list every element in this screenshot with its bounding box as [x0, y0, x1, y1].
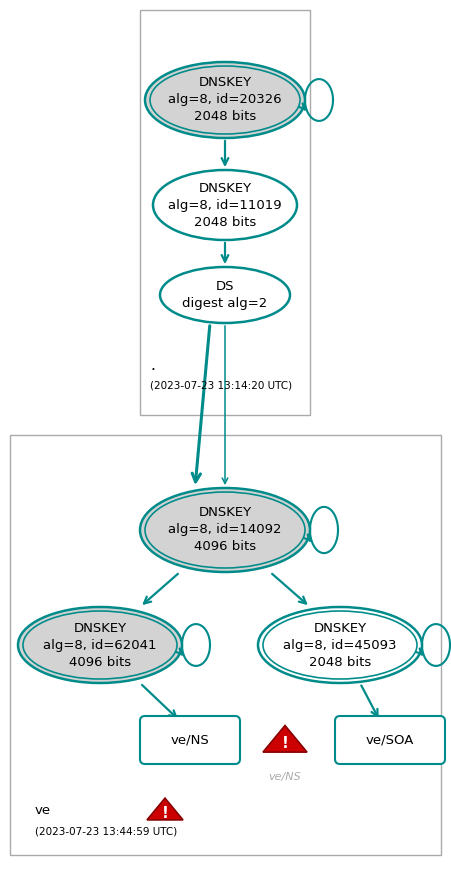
Text: !: !	[161, 806, 168, 821]
Text: DNSKEY
alg=8, id=20326
2048 bits: DNSKEY alg=8, id=20326 2048 bits	[168, 76, 282, 123]
Text: ve/SOA: ve/SOA	[366, 733, 414, 746]
Text: .: .	[150, 357, 155, 373]
Ellipse shape	[153, 170, 297, 240]
Text: ve/NS: ve/NS	[269, 772, 301, 782]
FancyBboxPatch shape	[10, 435, 441, 855]
Text: ve: ve	[35, 804, 51, 817]
Text: DNSKEY
alg=8, id=45093
2048 bits: DNSKEY alg=8, id=45093 2048 bits	[283, 621, 397, 668]
Polygon shape	[147, 798, 183, 819]
Text: DNSKEY
alg=8, id=11019
2048 bits: DNSKEY alg=8, id=11019 2048 bits	[168, 182, 282, 229]
Ellipse shape	[18, 607, 182, 683]
Text: !: !	[281, 737, 289, 752]
Text: DNSKEY
alg=8, id=62041
4096 bits: DNSKEY alg=8, id=62041 4096 bits	[43, 621, 157, 668]
Text: (2023-07-23 13:14:20 UTC): (2023-07-23 13:14:20 UTC)	[150, 380, 292, 390]
FancyBboxPatch shape	[335, 716, 445, 764]
Ellipse shape	[140, 488, 310, 572]
Text: ve/NS: ve/NS	[170, 733, 209, 746]
Text: DS
digest alg=2: DS digest alg=2	[182, 280, 267, 310]
FancyBboxPatch shape	[140, 10, 310, 415]
Polygon shape	[263, 726, 307, 752]
Ellipse shape	[258, 607, 422, 683]
Ellipse shape	[145, 62, 305, 138]
Ellipse shape	[160, 267, 290, 323]
Text: (2023-07-23 13:44:59 UTC): (2023-07-23 13:44:59 UTC)	[35, 827, 177, 837]
Text: DNSKEY
alg=8, id=14092
4096 bits: DNSKEY alg=8, id=14092 4096 bits	[168, 507, 282, 554]
FancyBboxPatch shape	[140, 716, 240, 764]
